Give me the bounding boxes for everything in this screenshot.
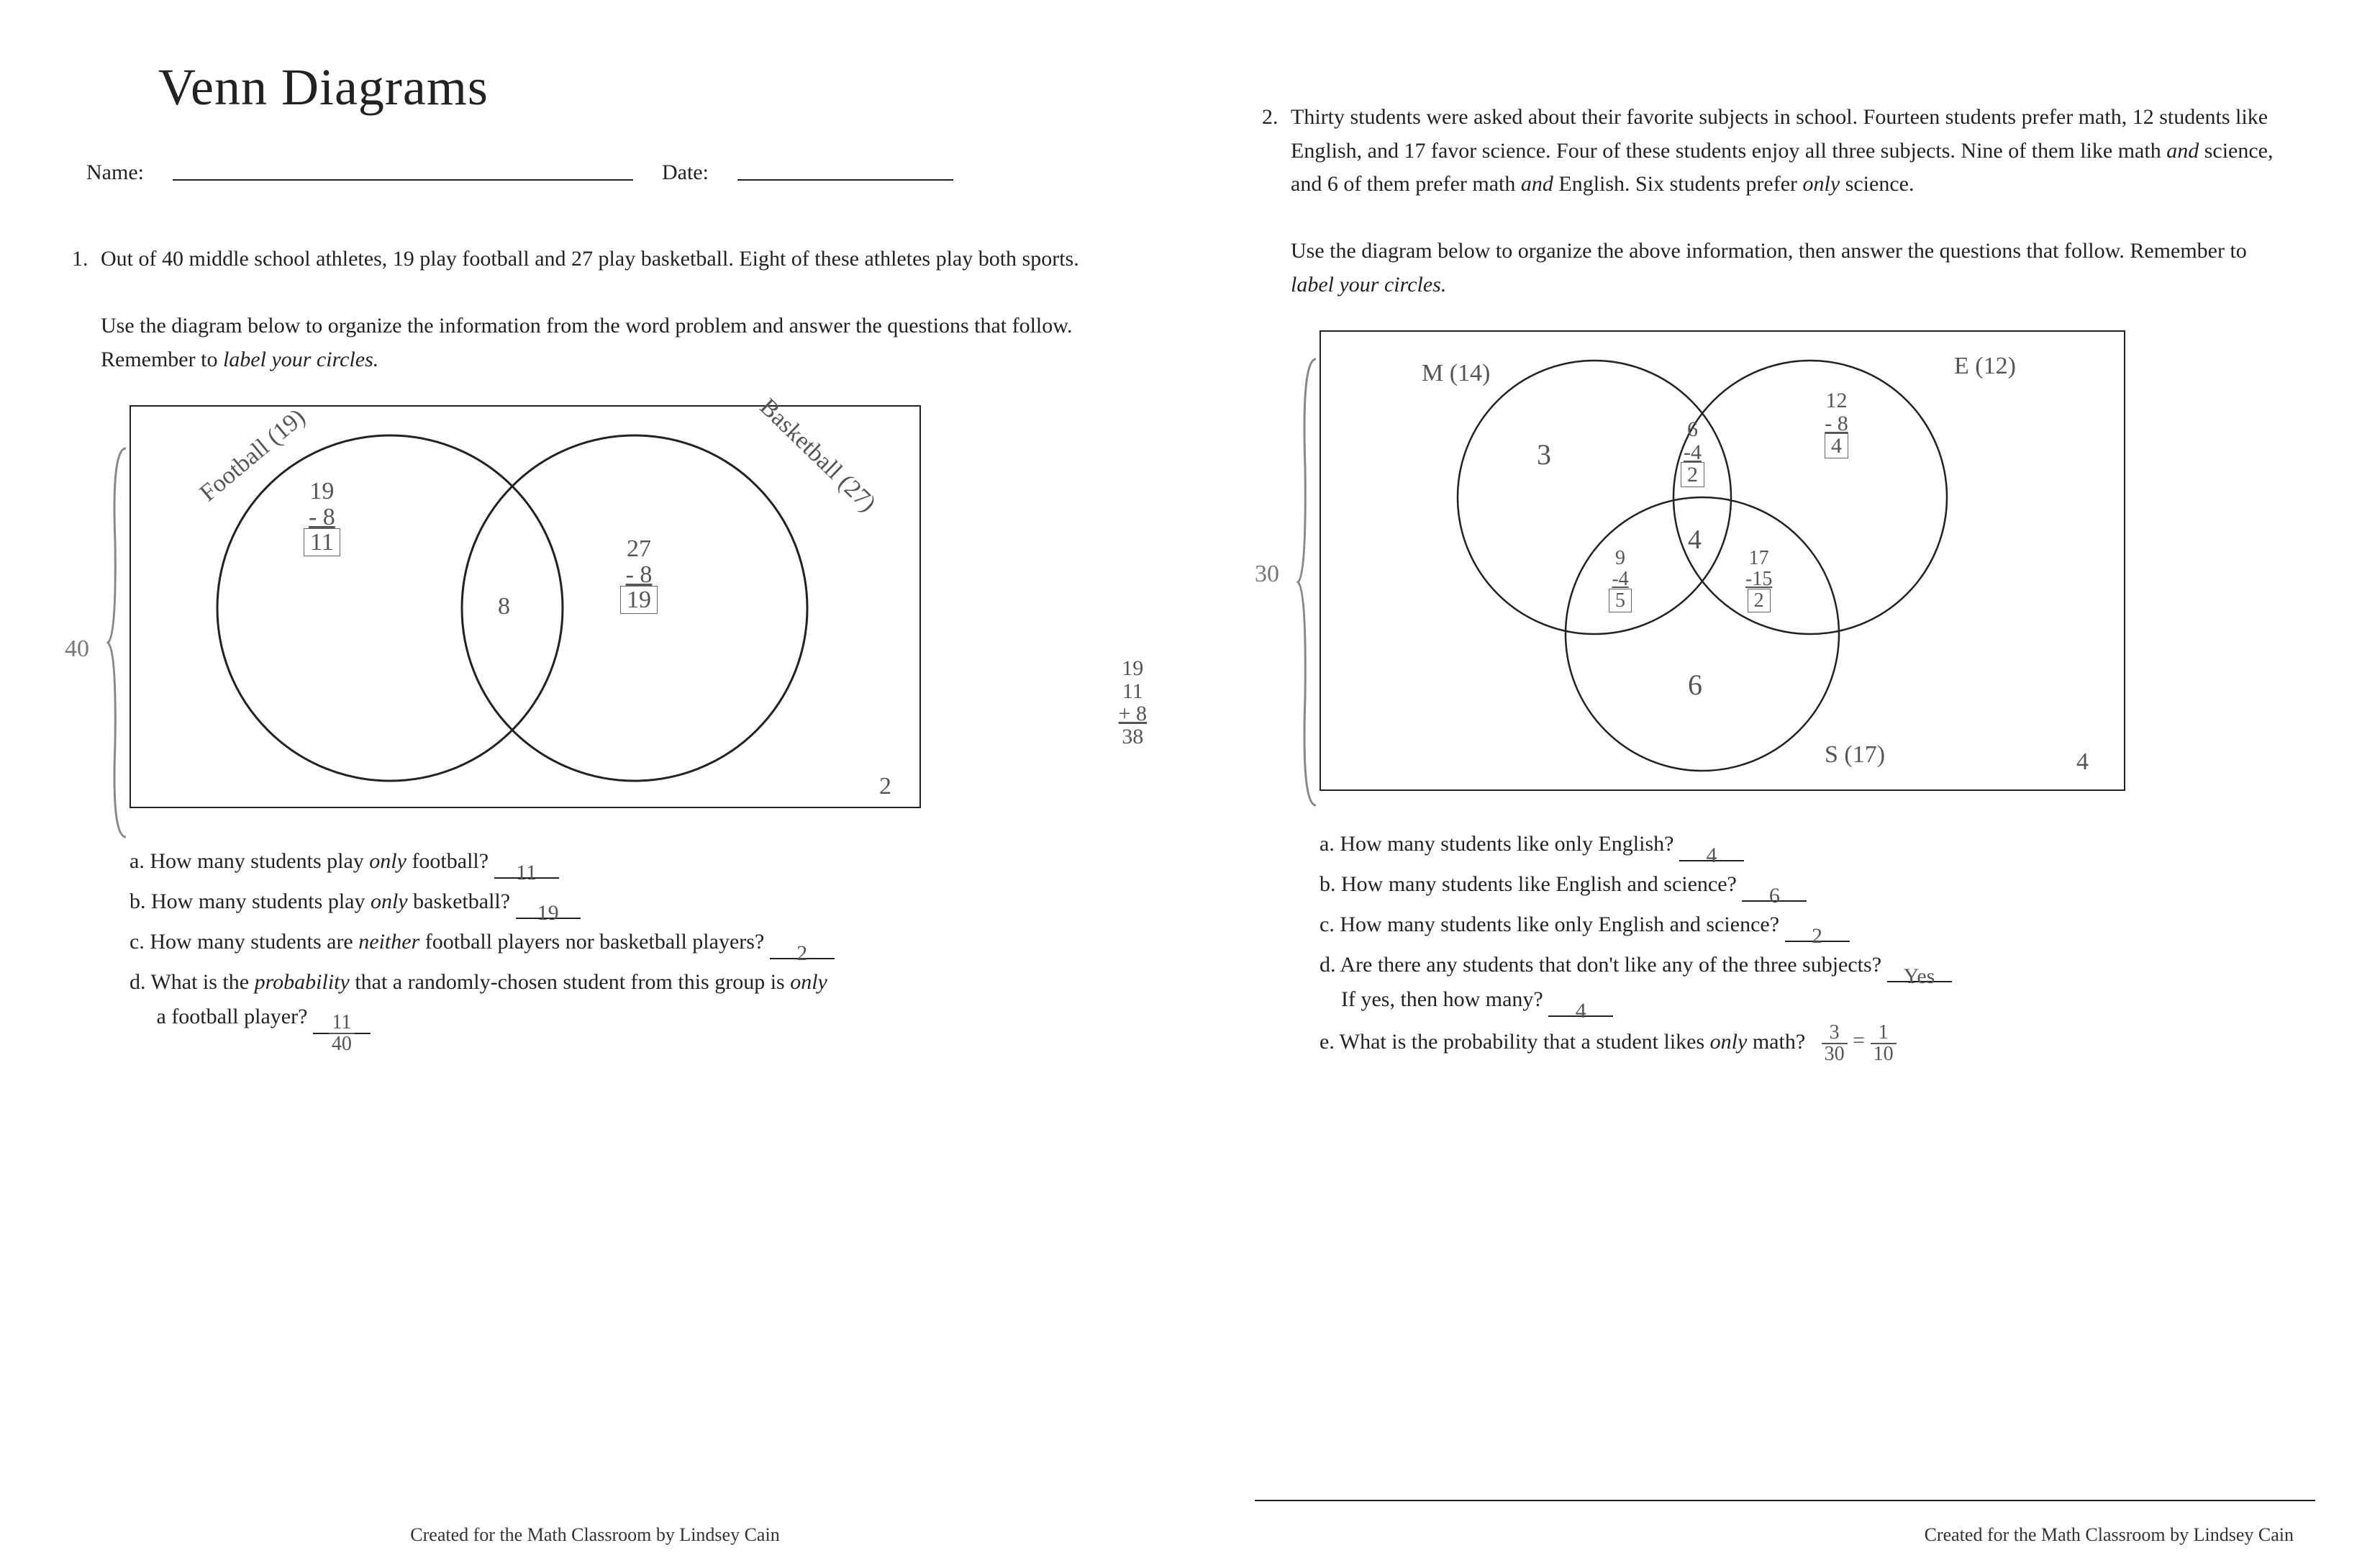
p1-qa: a. How many students play only football?… bbox=[130, 844, 1096, 879]
p1-qd: d. What is the probability that a random… bbox=[130, 965, 1096, 1034]
problem-2: 2. Thirty students were asked about thei… bbox=[1291, 101, 2286, 302]
p1-qc: c. How many students are neither footbal… bbox=[130, 925, 1096, 959]
problem-number-2: 2. bbox=[1262, 101, 1278, 135]
venn2-e-only: 12- 84 bbox=[1825, 389, 1848, 458]
footer-1: Created for the Math Classroom by Lindse… bbox=[0, 1524, 1190, 1546]
worksheet-spread: Venn Diagrams Name: Date: 1. Out of 40 m… bbox=[0, 0, 2380, 1566]
venn-2-circles bbox=[1321, 332, 2127, 792]
page-1: Venn Diagrams Name: Date: 1. Out of 40 m… bbox=[0, 0, 1190, 1566]
venn-1-box: Football (19) Basketball (27) 19 - 8 11 … bbox=[130, 405, 921, 808]
venn-2-box: M (14) E (12) S (17) 3 6-42 12- 84 4 9-4… bbox=[1320, 330, 2125, 791]
venn2-corner: 4 bbox=[2076, 749, 2089, 775]
problem-number: 1. bbox=[72, 243, 88, 276]
venn2-label-e: E (12) bbox=[1954, 353, 2016, 379]
venn1-calc-left: 19 - 8 11 bbox=[304, 479, 340, 556]
venn2-me: 6-42 bbox=[1681, 418, 1704, 486]
footer-2: Created for the Math Classroom by Lindse… bbox=[1190, 1524, 2380, 1546]
p2-qe: e. What is the probability that a studen… bbox=[1320, 1023, 2286, 1064]
p2-qa: a. How many students like only English? … bbox=[1320, 827, 2286, 861]
venn1-calc-right: 27 - 8 19 bbox=[620, 536, 658, 613]
problem-1: 1. Out of 40 middle school athletes, 19 … bbox=[101, 243, 1096, 376]
venn1-corner: 2 bbox=[879, 774, 891, 800]
name-date-row: Name: Date: bbox=[86, 160, 1125, 185]
p1-text1: Out of 40 middle school athletes, 19 pla… bbox=[101, 247, 1079, 271]
total-label: 40 bbox=[65, 635, 89, 663]
venn2-ms: 9-45 bbox=[1609, 548, 1632, 611]
brace-icon-2 bbox=[1298, 359, 1320, 805]
p1-qb: b. How many students play only basketbal… bbox=[130, 884, 1096, 919]
venn2-label-m: M (14) bbox=[1422, 361, 1490, 386]
footer-rule bbox=[1255, 1500, 2315, 1501]
venn2-m-only: 3 bbox=[1537, 440, 1551, 470]
p2-qb: b. How many students like English and sc… bbox=[1320, 867, 2286, 902]
venn1-center: 8 bbox=[498, 594, 510, 620]
name-blank[interactable] bbox=[173, 160, 633, 181]
venn2-s-only: 6 bbox=[1688, 670, 1702, 700]
date-label: Date: bbox=[662, 160, 709, 185]
venn2-label-s: S (17) bbox=[1825, 742, 1885, 768]
p2-qd: d. Are there any students that don't lik… bbox=[1320, 948, 2286, 1017]
venn2-center: 4 bbox=[1688, 526, 1702, 555]
p2-qc: c. How many students like only English a… bbox=[1320, 908, 2286, 942]
name-label: Name: bbox=[86, 160, 144, 185]
p1-text2b: label your circles. bbox=[223, 348, 378, 371]
brace-icon bbox=[108, 448, 130, 837]
date-blank[interactable] bbox=[737, 160, 953, 181]
venn2-es: 17-152 bbox=[1745, 548, 1772, 611]
page-title: Venn Diagrams bbox=[158, 58, 1125, 117]
page-2: 2. Thirty students were asked about thei… bbox=[1190, 0, 2380, 1566]
venn1-side-sum: 19 11 + 8 38 bbox=[1119, 657, 1147, 748]
total-label-2: 30 bbox=[1255, 561, 1279, 588]
